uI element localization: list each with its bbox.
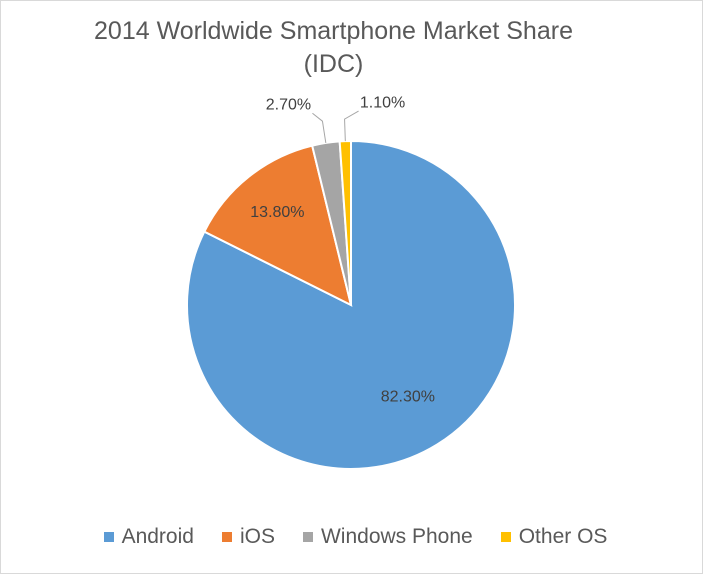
legend-label-windows-phone: Windows Phone bbox=[320, 525, 473, 548]
leader-line-windows-phone bbox=[312, 112, 327, 144]
legend-item-ios: iOS bbox=[221, 525, 275, 549]
legend-label-android: Android bbox=[121, 525, 194, 548]
legend-label-other-os: Other OS bbox=[518, 525, 608, 548]
legend-item-android: Android bbox=[103, 525, 194, 549]
pie-slice-android bbox=[186, 139, 516, 470]
chart-title-line-2: (IDC) bbox=[303, 50, 364, 78]
chart-title: 2014 Worldwide Smartphone Market Share (… bbox=[1, 15, 666, 81]
pie-slice-ios bbox=[202, 144, 353, 307]
legend-swatch-android bbox=[103, 532, 114, 542]
leader-line-other-os bbox=[344, 110, 359, 142]
legend-item-windows-phone: Windows Phone bbox=[302, 525, 473, 549]
data-label-ios: 13.80% bbox=[250, 204, 304, 221]
chart-legend: Android iOS Windows Phone Other OS bbox=[1, 525, 703, 549]
legend-swatch-other-os bbox=[500, 532, 511, 542]
legend-swatch-ios bbox=[221, 532, 232, 542]
legend-label-ios: iOS bbox=[239, 525, 275, 548]
data-label-other-os: 1.10% bbox=[360, 94, 405, 111]
data-label-windows-phone: 2.70% bbox=[266, 96, 311, 113]
data-label-android: 82.30% bbox=[381, 388, 435, 405]
legend-item-other-os: Other OS bbox=[500, 525, 608, 549]
legend-swatch-windows-phone bbox=[302, 532, 313, 542]
chart-title-line-1: 2014 Worldwide Smartphone Market Share bbox=[94, 17, 573, 45]
